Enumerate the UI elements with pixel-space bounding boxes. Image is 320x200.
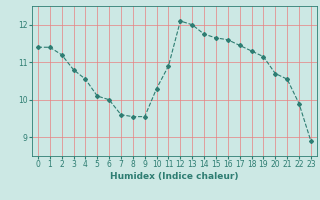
X-axis label: Humidex (Indice chaleur): Humidex (Indice chaleur) (110, 172, 239, 181)
